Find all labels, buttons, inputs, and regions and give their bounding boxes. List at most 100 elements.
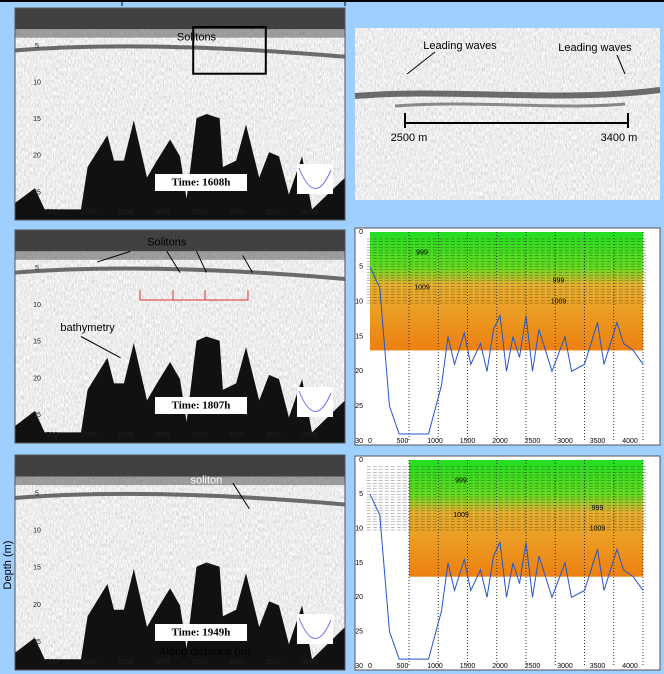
y-tick-label: 20 <box>33 602 41 609</box>
x-tick-label: 1500 <box>118 432 134 439</box>
x-tick-label: 4000 <box>622 663 638 670</box>
x-tick-label: 1500 <box>118 659 134 666</box>
y-tick-label: 30 <box>355 438 363 445</box>
contour-label: 1009 <box>590 526 606 533</box>
x-tick-label: 2000 <box>492 663 508 670</box>
y-tick-label: 25 <box>33 639 41 646</box>
annotation: Solitons <box>147 237 187 249</box>
x-tick-label: 4000 <box>302 659 318 666</box>
contour-label: 999 <box>455 477 467 484</box>
y-tick-label: 30 <box>355 663 363 670</box>
contour-label: 999 <box>592 505 604 512</box>
x-tick-label: 3500 <box>590 663 606 670</box>
y-axis-label: Depth (m) <box>2 541 14 590</box>
temperature-field <box>370 232 643 350</box>
x-tick-label: 1500 <box>460 438 476 445</box>
time-label: Time: 1949h <box>172 627 231 639</box>
surface-band <box>15 251 345 260</box>
y-tick-label: 10 <box>355 526 363 533</box>
x-tick-label: 3500 <box>265 209 281 216</box>
x-tick-label: 2000 <box>155 659 171 666</box>
x-tick-label: 4000 <box>302 209 318 216</box>
y-tick-label: 10 <box>33 302 41 309</box>
annotation: soliton <box>191 475 223 487</box>
x-tick-label: 1500 <box>118 209 134 216</box>
y-tick-label: 20 <box>33 153 41 160</box>
sonar-panel: 5001000150020002500300035004000510152025… <box>15 8 345 220</box>
surface-band <box>15 455 345 477</box>
annotation: Leading waves <box>558 42 632 54</box>
x-tick-label: 2000 <box>155 432 171 439</box>
x-tick-label: 1000 <box>81 659 97 666</box>
y-tick-label: 10 <box>33 528 41 535</box>
x-tick-label: 3000 <box>228 659 244 666</box>
y-tick-label: 15 <box>33 339 41 346</box>
y-tick-label: 20 <box>33 375 41 382</box>
inset <box>297 164 333 194</box>
y-tick-label: 25 <box>355 629 363 636</box>
y-tick-label: 15 <box>33 116 41 123</box>
inset <box>297 387 333 417</box>
y-tick-label: 15 <box>355 333 363 340</box>
x-tick-label: 1000 <box>81 209 97 216</box>
x-tick-label: 3000 <box>228 209 244 216</box>
contour-label: 1009 <box>551 299 567 306</box>
y-tick-label: 20 <box>355 368 363 375</box>
y-tick-label: 10 <box>33 80 41 87</box>
x-tick-label: 3500 <box>265 432 281 439</box>
y-tick-label: 5 <box>35 491 39 498</box>
y-tick-label: 25 <box>33 412 41 419</box>
y-tick-label: 15 <box>355 560 363 567</box>
time-label: Time: 1608h <box>172 177 231 189</box>
range-label: 2500 m <box>391 132 428 144</box>
x-tick-label: 500 <box>46 209 58 216</box>
x-tick-label: 3000 <box>228 432 244 439</box>
contour-label: 999 <box>416 250 428 257</box>
x-tick-label: 3500 <box>590 438 606 445</box>
y-tick-label: 5 <box>359 491 363 498</box>
surface-band <box>15 477 345 486</box>
x-tick-label: 2500 <box>525 438 541 445</box>
x-tick-label: 1500 <box>460 663 476 670</box>
y-tick-label: 10 <box>355 299 363 306</box>
x-tick-label: 500 <box>397 663 409 670</box>
y-tick-label: 5 <box>35 265 39 272</box>
y-tick-label: 0 <box>359 457 363 464</box>
y-tick-label: 25 <box>355 403 363 410</box>
y-tick-label: 5 <box>359 264 363 271</box>
wave-band <box>395 104 625 106</box>
sonar-panel: 500 1000 1500 2000 2500 3000 3500 4000 5 10 15 20 25… <box>15 455 345 670</box>
x-tick-label: 4000 <box>302 432 318 439</box>
x-tick-label: 1000 <box>81 432 97 439</box>
x-tick-label: 3500 <box>265 659 281 666</box>
surface-band <box>15 8 345 29</box>
zoom-panel: Leading waves Leading waves 2500 m 3400 m <box>355 28 660 200</box>
x-tick-label: 500 <box>46 659 58 666</box>
x-tick-label: 2500 <box>192 209 208 216</box>
y-tick-label: 0 <box>359 229 363 236</box>
contour-label: 1009 <box>453 512 469 519</box>
x-tick-label: 2000 <box>155 209 171 216</box>
x-tick-label: 0 <box>368 663 372 670</box>
figure: Depth (m) 500100015002000250030003500400… <box>0 0 664 674</box>
x-tick-label: 2500 <box>192 659 208 666</box>
annotation: Solitons <box>177 32 217 44</box>
y-tick-label: 25 <box>33 189 41 196</box>
x-axis-label: Along distance (m) <box>159 646 251 658</box>
x-tick-label: 3000 <box>557 438 573 445</box>
range-label: 3400 m <box>601 132 638 144</box>
x-tick-label: 0 <box>368 438 372 445</box>
profile-plot: 9991009999100905101520253005001000150020… <box>355 456 660 670</box>
profile-plot: 9991009999100905101520253005001000150020… <box>355 228 660 445</box>
y-tick-label: 15 <box>33 565 41 572</box>
x-tick-label: 1000 <box>427 438 443 445</box>
inset <box>297 614 333 644</box>
x-tick-label: 3000 <box>557 663 573 670</box>
contour-label: 999 <box>553 278 565 285</box>
y-tick-label: 20 <box>355 594 363 601</box>
annotation: Leading waves <box>423 40 497 52</box>
contour-label: 1009 <box>414 285 430 292</box>
x-tick-label: 2000 <box>492 438 508 445</box>
annotation: bathymetry <box>60 322 115 334</box>
